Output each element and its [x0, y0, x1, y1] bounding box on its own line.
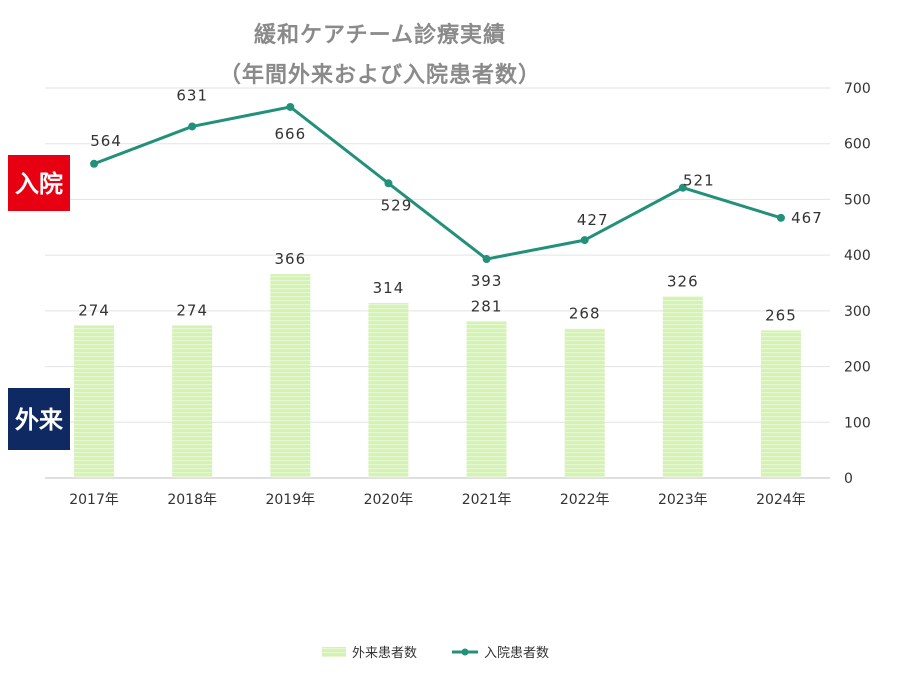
legend: 外来患者数 入院患者数 — [322, 646, 549, 661]
bar — [662, 296, 703, 478]
y-tick-label: 700 — [844, 81, 871, 97]
bar — [368, 303, 409, 478]
legend-label-inpatient: 入院患者数 — [484, 646, 549, 661]
x-tick-label: 2017年 — [69, 492, 119, 508]
bar — [760, 330, 801, 478]
y-tick-label: 400 — [844, 248, 871, 264]
line-point — [482, 255, 491, 264]
y-axis: 0 100 200 300 400 500 600 700 — [844, 81, 871, 487]
gridlines — [45, 87, 830, 479]
bar-data-label: 274 — [176, 301, 208, 319]
legend-swatch-bar — [322, 647, 346, 657]
series-line — [93, 105, 782, 261]
badge-inpatient-label: 入院 — [15, 170, 63, 198]
legend-swatch-marker — [461, 648, 469, 656]
line-point — [678, 183, 687, 192]
y-tick-label: 0 — [844, 471, 853, 487]
line-data-label: 631 — [176, 86, 208, 104]
y-tick-label: 300 — [844, 304, 871, 320]
bar-data-label: 366 — [274, 250, 306, 268]
bar — [74, 325, 115, 478]
bar-data-label: 281 — [471, 297, 503, 315]
chart-title: 緩和ケアチーム診療実績 — [254, 22, 506, 48]
y-tick-label: 100 — [844, 415, 871, 431]
line-data-label: 564 — [90, 132, 122, 150]
line-data-label: 427 — [577, 211, 609, 229]
line-data-label: 467 — [791, 209, 823, 227]
y-tick-label: 200 — [844, 360, 871, 376]
line-point — [90, 159, 99, 168]
x-tick-label: 2024年 — [756, 492, 806, 508]
line-point — [188, 122, 197, 131]
line-data-label: 666 — [274, 125, 306, 143]
bar — [564, 328, 605, 478]
y-tick-label: 600 — [844, 137, 871, 153]
x-tick-label: 2021年 — [462, 492, 512, 508]
x-tick-label: 2020年 — [364, 492, 414, 508]
legend-label-outpatient: 外来患者数 — [352, 646, 417, 661]
bar — [172, 325, 213, 478]
x-axis: 2017年 2018年 2019年 2020年 2021年 2022年 2023年 2024年 — [69, 492, 806, 508]
badge-outpatient-label: 外来 — [15, 406, 64, 434]
line-series — [90, 102, 785, 264]
bar-data-label: 326 — [667, 272, 699, 290]
line-point — [286, 102, 295, 111]
badge-inpatient: 入院 — [8, 155, 70, 211]
chart-subtitle: （年間外来および入院患者数） — [219, 62, 541, 88]
bar — [466, 321, 507, 478]
bar-series — [74, 274, 801, 478]
line-point — [384, 179, 393, 188]
x-tick-label: 2018年 — [167, 492, 217, 508]
line-data-label: 521 — [683, 172, 715, 190]
badge-outpatient: 外来 — [8, 388, 70, 450]
x-tick-label: 2022年 — [560, 492, 610, 508]
line-data-label: 529 — [381, 196, 413, 214]
line-data-label: 393 — [471, 272, 503, 290]
bar-data-label: 268 — [569, 305, 601, 323]
x-tick-label: 2019年 — [265, 492, 315, 508]
bar-data-label: 274 — [78, 301, 110, 319]
bar — [270, 274, 311, 478]
x-tick-label: 2023年 — [658, 492, 708, 508]
line-point — [776, 213, 785, 222]
bar-data-label: 265 — [765, 306, 797, 324]
line-point — [580, 236, 589, 245]
bar-data-label: 314 — [373, 279, 405, 297]
y-tick-label: 500 — [844, 192, 871, 208]
data-labels: 274 274 366 314 281 268 326 265 564 631 666 529 393 4… — [78, 86, 823, 324]
